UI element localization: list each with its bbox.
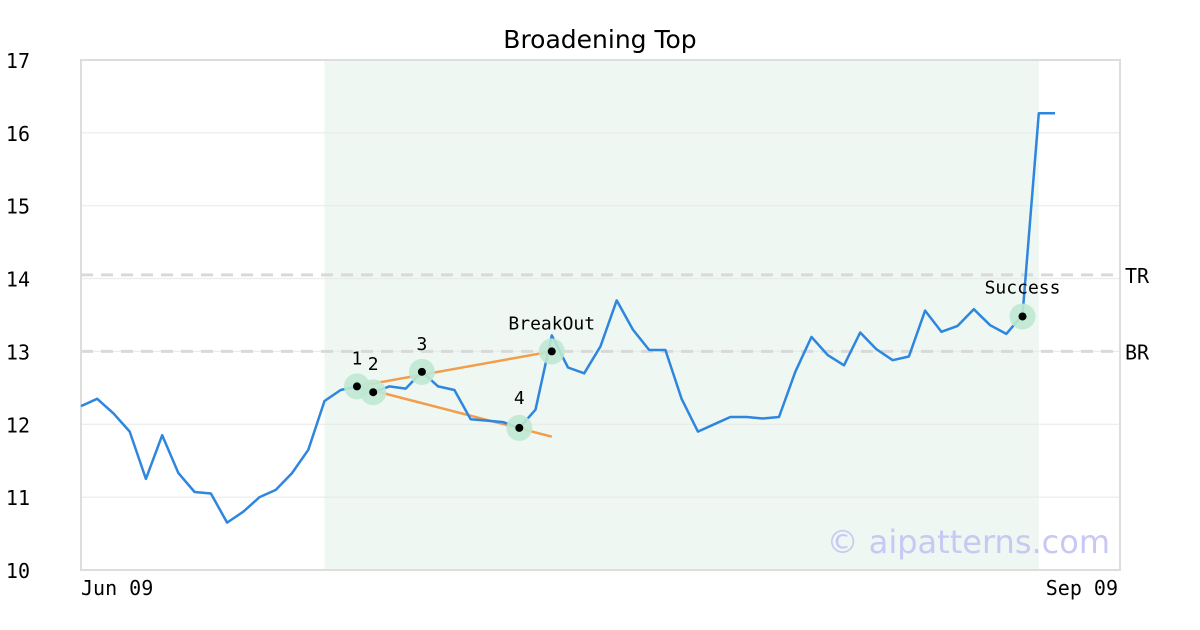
y-tick-label: 14 xyxy=(6,268,30,292)
pattern-markers: 1 2 3 4 BreakOut Success xyxy=(343,277,1061,441)
marker-label: 2 xyxy=(368,354,379,375)
reference-lines: TR BR xyxy=(81,264,1150,364)
gridlines xyxy=(81,132,1120,498)
y-tick-label: 12 xyxy=(6,413,30,437)
y-tick-label: 13 xyxy=(6,340,30,364)
marker-label: 4 xyxy=(514,388,525,409)
marker-label: Success xyxy=(985,277,1061,298)
trend-line xyxy=(356,350,552,388)
x-tick-label: Jun 09 xyxy=(81,576,153,600)
y-axis-ticks: 10 11 12 13 14 15 16 17 xyxy=(6,49,30,583)
chart-title: Broadening Top xyxy=(503,25,696,54)
y-tick-label: 10 xyxy=(6,559,30,583)
marker-point xyxy=(369,388,378,397)
pattern-highlight-region xyxy=(324,60,1039,570)
marker-label: 3 xyxy=(416,334,427,355)
marker-point xyxy=(547,347,556,356)
watermark: © aipatterns.com xyxy=(827,523,1110,561)
y-tick-label: 17 xyxy=(6,49,30,73)
marker-point xyxy=(1018,312,1027,321)
reference-label-br: BR xyxy=(1125,340,1150,364)
price-line xyxy=(80,111,1055,524)
y-tick-label: 11 xyxy=(6,486,30,510)
y-tick-label: 16 xyxy=(6,122,30,146)
y-tick-label: 15 xyxy=(6,195,30,219)
plot-frame xyxy=(80,59,1121,571)
marker-point xyxy=(352,382,361,391)
marker-label: BreakOut xyxy=(508,313,595,334)
x-tick-label: Sep 09 xyxy=(1046,576,1118,600)
marker-point xyxy=(515,423,524,432)
marker-point xyxy=(417,367,426,376)
marker-label: 1 xyxy=(352,348,363,369)
reference-label-tr: TR xyxy=(1125,264,1150,288)
x-axis-ticks: Jun 09 Sep 09 xyxy=(81,576,1118,600)
